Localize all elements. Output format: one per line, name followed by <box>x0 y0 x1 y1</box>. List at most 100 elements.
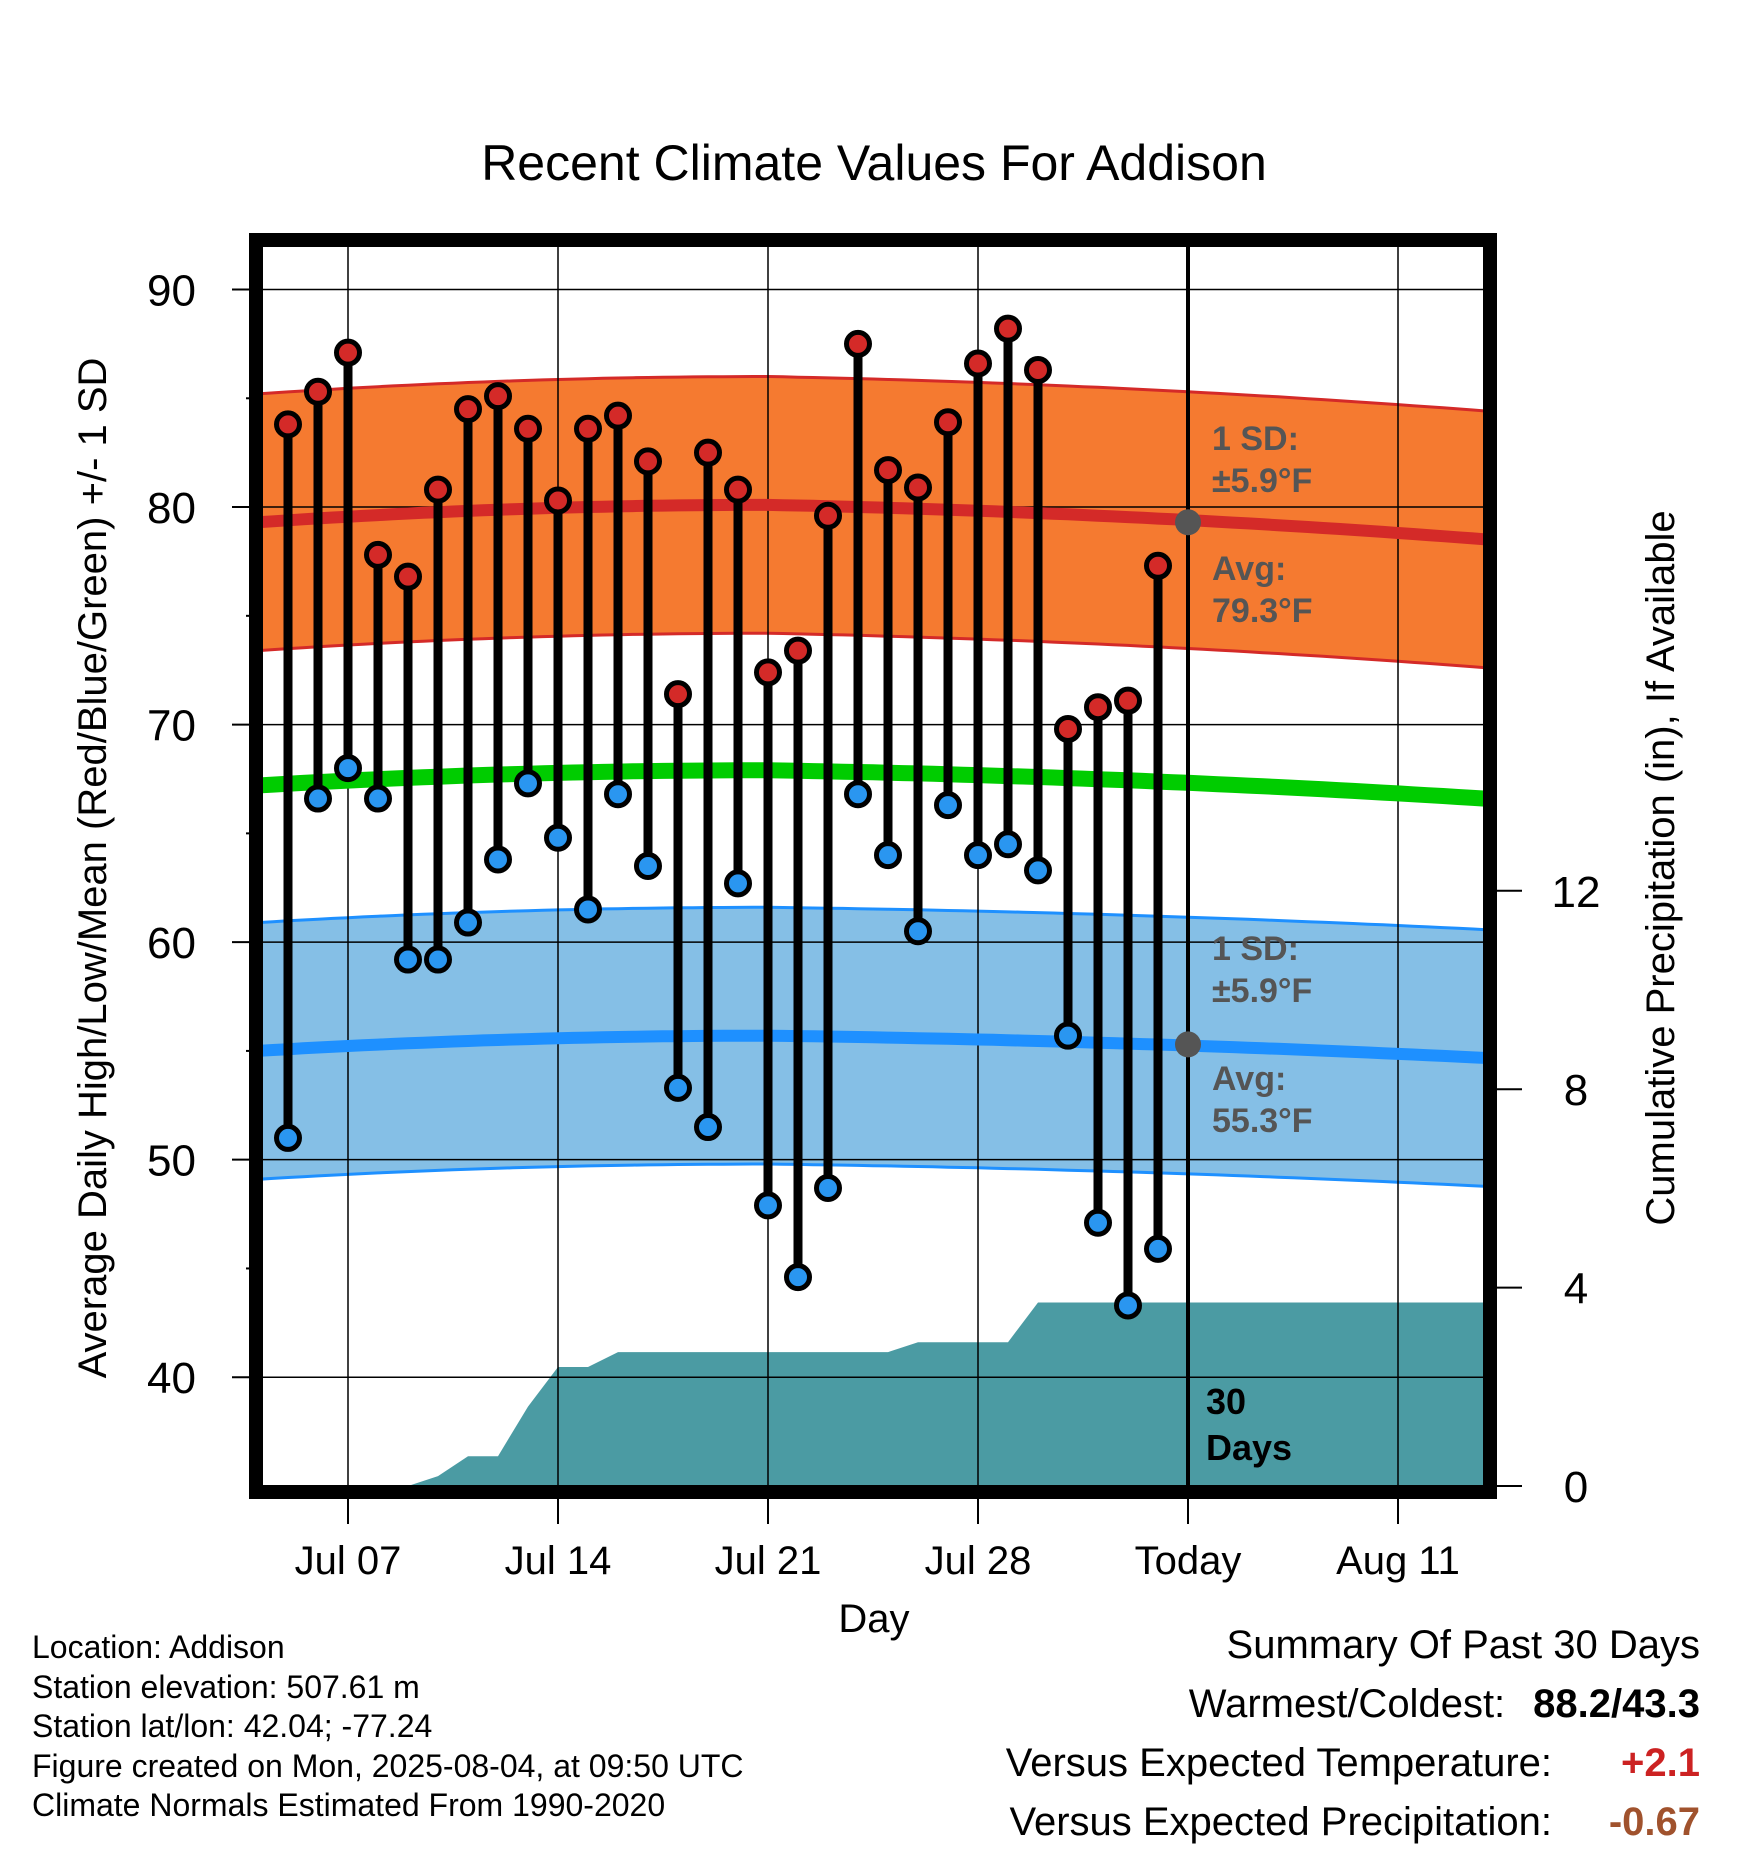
normals-text: Climate Normals Estimated From 1990-2020 <box>32 1787 666 1823</box>
high-avg-today-dot <box>1175 509 1201 536</box>
daily-high-point <box>904 473 932 502</box>
daily-high-point <box>334 338 362 367</box>
daily-low-point <box>964 841 992 870</box>
daily-high-point <box>694 438 722 467</box>
plot-area: 1 SD: ±5.9°F Avg: 79.3°F 1 SD: ±5.9°F Avg: 55.3… <box>262 246 1484 1486</box>
daily-low-point <box>544 823 572 852</box>
daily-observations <box>274 314 1172 1320</box>
daily-high-point <box>934 408 962 437</box>
low-sd-lower-edge <box>262 1162 1484 1188</box>
daily-high-point <box>874 456 902 485</box>
daily-high-point <box>364 540 392 569</box>
daily-low-point <box>874 841 902 870</box>
daily-low-point <box>604 780 632 809</box>
x-tick-label: Jul 07 <box>295 1539 402 1583</box>
daily-low-point <box>484 845 512 874</box>
daily-high-point <box>964 349 992 378</box>
daily-low-point <box>934 791 962 820</box>
daily-low-point <box>814 1173 842 1202</box>
daily-high-point <box>514 414 542 443</box>
daily-low-point <box>1084 1208 1112 1237</box>
location-text: Location: Addison <box>32 1629 285 1665</box>
warmest-label: Warmest/Coldest: <box>1188 1682 1506 1726</box>
warmest-value: 88.2/43.3 <box>1533 1682 1700 1726</box>
y2-axis-label: Cumulative Precipitation (in), If Availa… <box>1639 510 1683 1225</box>
temp-value: +2.1 <box>1621 1741 1700 1785</box>
y2-tick-label: 4 <box>1564 1265 1588 1314</box>
station-info: Location: Addison Station elevation: 507… <box>32 1628 744 1826</box>
daily-low-point <box>1024 856 1052 885</box>
low-normal-line <box>262 1029 1484 1064</box>
daily-low-point <box>394 945 422 974</box>
daily-low-point <box>1114 1291 1142 1320</box>
chart-title: Recent Climate Values For Addison <box>481 135 1267 191</box>
daily-low-point <box>304 784 332 813</box>
daily-high-point <box>1054 714 1082 743</box>
daily-low-point <box>664 1073 692 1102</box>
daily-low-point <box>634 852 662 880</box>
created-text: Figure created on Mon, 2025-08-04, at 09… <box>32 1747 744 1784</box>
elevation-text: Station elevation: 507.61 m <box>32 1668 420 1705</box>
daily-high-point <box>994 314 1022 343</box>
daily-high-point <box>784 636 812 665</box>
daily-low-point <box>994 830 1022 859</box>
high-avg-annotation: Avg: 79.3°F <box>1212 550 1313 630</box>
daily-low-point <box>364 784 392 813</box>
low-sd-annotation: 1 SD: ±5.9°F <box>1212 930 1312 1010</box>
y-tick-label: 90 <box>147 267 196 316</box>
y-tick-label: 40 <box>147 1354 196 1403</box>
y-tick-label: 70 <box>147 702 196 751</box>
latlon-text: Station lat/lon: 42.04; -77.24 <box>32 1708 433 1744</box>
daily-low-point <box>754 1191 782 1220</box>
x-axis-label: Day <box>838 1597 909 1641</box>
daily-low-point <box>1054 1021 1082 1050</box>
daily-high-point <box>394 562 422 591</box>
daily-high-point <box>484 382 512 411</box>
daily-low-point <box>784 1263 812 1292</box>
daily-low-point <box>514 769 542 798</box>
precip-area <box>262 1302 1484 1486</box>
daily-low-point <box>454 908 482 937</box>
daily-low-point <box>334 754 362 783</box>
daily-high-point <box>274 410 302 439</box>
x-tick-label: Jul 28 <box>925 1539 1032 1583</box>
precip-label: Versus Expected Precipitation: <box>1009 1800 1552 1844</box>
y2-tick-label: 12 <box>1552 868 1601 917</box>
daily-high-point <box>754 658 782 687</box>
low-avg-annotation: Avg: 55.3°F <box>1212 1060 1313 1140</box>
high-sd-annotation: 1 SD: ±5.9°F <box>1212 420 1312 500</box>
daily-high-point <box>304 377 332 406</box>
daily-high-point <box>844 329 872 358</box>
daily-high-point <box>544 486 572 515</box>
x-tick-label: Today <box>1135 1539 1242 1583</box>
plot-frame <box>249 233 1497 1499</box>
daily-high-point <box>1114 686 1142 715</box>
daily-low-point <box>424 945 452 974</box>
high-sd-band <box>262 376 1484 668</box>
x-tick-label: Jul 14 <box>505 1539 612 1583</box>
daily-high-point <box>634 447 662 476</box>
daily-high-point <box>664 680 692 709</box>
y2-tick-label: 0 <box>1564 1463 1588 1512</box>
x-tick-label: Jul 21 <box>715 1539 822 1583</box>
daily-high-point <box>1024 356 1052 384</box>
y-tick-label: 80 <box>147 484 196 533</box>
today-days-label: 30 Days <box>1206 1381 1292 1468</box>
summary-title: Summary Of Past 30 Days <box>1226 1623 1700 1667</box>
y-tick-label: 60 <box>147 919 196 968</box>
daily-low-point <box>274 1123 302 1152</box>
daily-high-point <box>1144 551 1172 580</box>
y2-tick-label: 8 <box>1564 1066 1588 1115</box>
low-avg-today-dot <box>1175 1031 1201 1058</box>
daily-low-point <box>574 895 602 924</box>
daily-high-point <box>574 414 602 443</box>
precip-value: -0.67 <box>1608 1800 1700 1844</box>
y-axis-label: Average Daily High/Low/Mean (Red/Blue/Gr… <box>71 358 115 1379</box>
high-sd-upper-edge <box>262 375 1484 413</box>
daily-high-point <box>454 395 482 424</box>
daily-high-point <box>724 475 752 504</box>
temp-label: Versus Expected Temperature: <box>1005 1741 1552 1785</box>
daily-high-point <box>1084 693 1112 722</box>
daily-low-point <box>694 1113 722 1142</box>
